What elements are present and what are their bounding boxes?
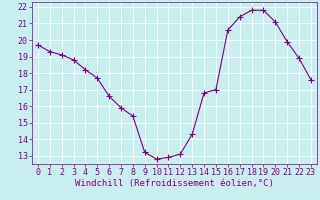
X-axis label: Windchill (Refroidissement éolien,°C): Windchill (Refroidissement éolien,°C)	[75, 179, 274, 188]
